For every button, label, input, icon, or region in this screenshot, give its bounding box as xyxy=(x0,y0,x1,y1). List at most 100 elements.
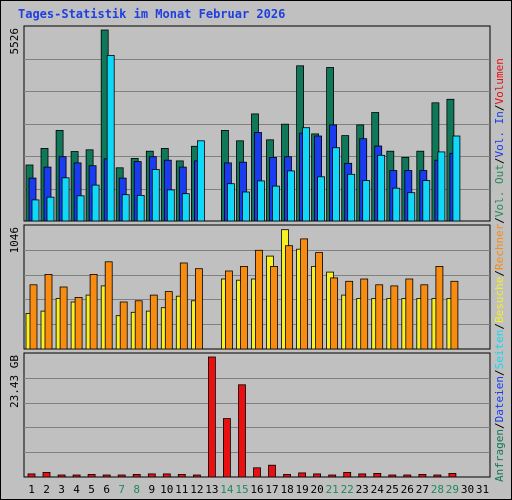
bar-seiten-1 xyxy=(31,199,40,222)
bar-volumen-2 xyxy=(42,471,51,478)
bar-seiten-28 xyxy=(437,151,446,222)
bar-rechner-10 xyxy=(164,291,173,350)
bar-volumen-23 xyxy=(358,473,367,478)
panel-frame xyxy=(23,352,491,478)
bar-rechner-11 xyxy=(179,262,188,350)
bar-seiten-21 xyxy=(332,147,341,222)
bar-seiten-16 xyxy=(257,180,265,222)
bar-seiten-25 xyxy=(392,187,401,222)
x-tick-label-28: 28 xyxy=(431,483,444,496)
bar-volumen-18 xyxy=(283,473,292,478)
bar-rechner-6 xyxy=(104,261,113,350)
bar-rechner-15 xyxy=(240,265,248,350)
legend-item-9: / xyxy=(493,217,506,224)
right-legend: Anfragen/Dateien/Seiten/Besuche/Rechner/… xyxy=(493,58,506,482)
bar-rechner-27 xyxy=(420,284,429,350)
bar-volumen-24 xyxy=(373,472,382,478)
bar-rechner-28 xyxy=(435,265,444,350)
bar-volumen-16 xyxy=(253,467,261,478)
legend-item-12: Vol. In xyxy=(493,111,506,157)
bar-seiten-6 xyxy=(106,55,115,222)
bar-volumen-22 xyxy=(343,471,352,478)
bar-seiten-11 xyxy=(181,193,190,222)
x-tick-label-9: 9 xyxy=(148,483,155,496)
x-tick-label-20: 20 xyxy=(310,483,323,496)
bar-rechner-1 xyxy=(29,284,38,350)
bar-volumen-27 xyxy=(418,473,427,478)
bar-seiten-18 xyxy=(287,170,295,222)
x-tick-label-14: 14 xyxy=(220,483,234,496)
x-tick-label-16: 16 xyxy=(250,483,263,496)
legend-item-2: Dateien xyxy=(493,376,506,422)
bar-volumen-26 xyxy=(403,474,412,478)
bar-volumen-8 xyxy=(132,473,141,478)
bar-seiten-27 xyxy=(422,180,431,222)
bar-rechner-20 xyxy=(315,252,324,350)
bar-seiten-22 xyxy=(347,173,356,222)
bar-seiten-9 xyxy=(151,169,160,222)
x-tick-label-3: 3 xyxy=(58,483,65,496)
legend-item-5: / xyxy=(493,323,506,330)
bar-volumen-5 xyxy=(87,473,96,478)
bar-seiten-4 xyxy=(76,195,85,222)
bar-rechner-14 xyxy=(224,270,233,350)
bar-rechner-18 xyxy=(285,245,293,350)
bar-volumen-15 xyxy=(238,384,246,478)
bar-rechner-17 xyxy=(270,265,278,350)
x-tick-label-8: 8 xyxy=(133,483,140,496)
x-tick-label-2: 2 xyxy=(43,483,50,496)
bar-rechner-24 xyxy=(375,284,384,350)
bar-rechner-9 xyxy=(149,294,158,350)
x-tick-label-26: 26 xyxy=(401,483,414,496)
y-axis-labels: 5526 1046 23.43 GB xyxy=(8,28,21,408)
bar-seiten-12 xyxy=(196,140,205,222)
legend-item-13: / xyxy=(493,104,506,111)
bar-rechner-5 xyxy=(89,273,98,350)
x-tick-label-17: 17 xyxy=(265,483,278,496)
bar-rechner-26 xyxy=(405,278,414,350)
legend-item-14: Volumen xyxy=(493,58,506,104)
bar-volumen-20 xyxy=(313,473,322,478)
legend-item-6: Besuche xyxy=(493,277,506,323)
x-tick-label-23: 23 xyxy=(356,483,369,496)
bar-volumen-13 xyxy=(207,356,216,478)
bar-seiten-8 xyxy=(136,194,145,222)
bar-volumen-7 xyxy=(117,474,126,478)
bar-rechner-7 xyxy=(119,301,128,350)
legend-item-10: Vol. Out xyxy=(493,164,506,217)
bar-volumen-14 xyxy=(222,418,231,478)
x-tick-label-25: 25 xyxy=(386,483,399,496)
panel-besuche-rechner xyxy=(23,224,491,350)
x-tick-label-31: 31 xyxy=(476,483,489,496)
bar-volumen-19 xyxy=(298,472,307,478)
bar-seiten-10 xyxy=(166,189,175,222)
x-tick-label-22: 22 xyxy=(341,483,354,496)
bar-volumen-10 xyxy=(162,473,171,478)
panel-volumen xyxy=(23,352,491,478)
bar-rechner-25 xyxy=(390,285,399,350)
bar-rechner-4 xyxy=(74,296,83,350)
bar-seiten-26 xyxy=(407,192,416,222)
panels xyxy=(23,25,491,478)
bar-volumen-6 xyxy=(102,474,111,478)
x-tick-label-13: 13 xyxy=(205,483,218,496)
bar-seiten-23 xyxy=(362,180,371,222)
y-max-label: 23.43 GB xyxy=(8,355,21,408)
bar-volumen-29 xyxy=(448,472,457,478)
bar-volumen-1 xyxy=(27,473,36,478)
x-tick-label-12: 12 xyxy=(190,483,203,496)
x-axis-labels: 1 2 3 4 5 6 7 8 9 10 11 12 13 14 15 16 17 18 19 20 21 22 23 24 2… xyxy=(28,483,489,496)
x-tick-label-4: 4 xyxy=(73,483,80,496)
legend-item-3: / xyxy=(493,369,506,376)
x-tick-label-24: 24 xyxy=(371,483,385,496)
y-max-label: 5526 xyxy=(8,28,21,55)
bar-rechner-22 xyxy=(345,280,354,350)
bar-rechner-29 xyxy=(450,280,459,350)
x-tick-label-19: 19 xyxy=(295,483,308,496)
bar-seiten-19 xyxy=(302,127,311,222)
bar-volumen-21 xyxy=(328,474,337,478)
chart-title: Tages-Statistik im Monat Februar 2026 xyxy=(18,7,285,21)
y-max-label: 1046 xyxy=(8,227,21,254)
bar-rechner-3 xyxy=(59,286,68,350)
